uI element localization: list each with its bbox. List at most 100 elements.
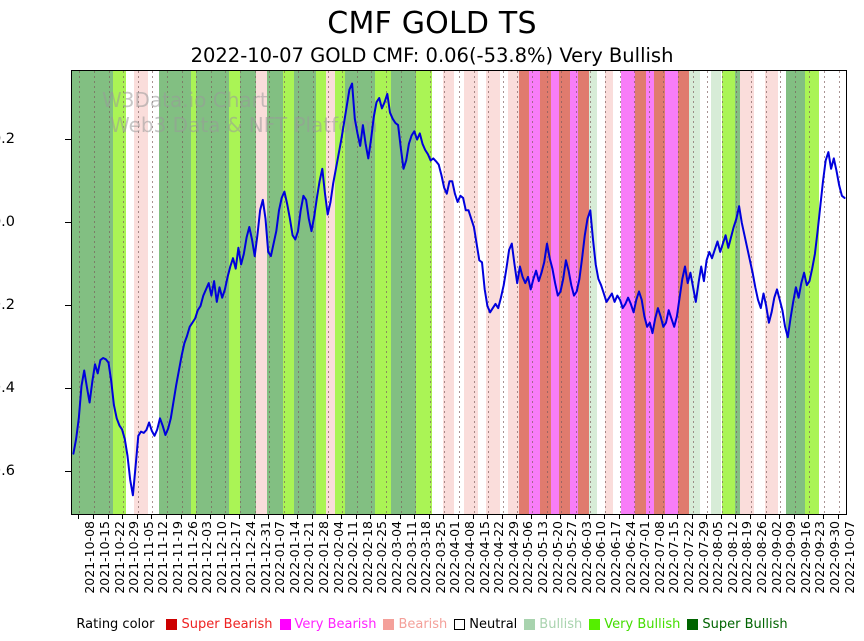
legend-item[interactable]: Super Bullish [687,617,788,632]
x-axis-tick-mark [78,514,79,519]
x-axis-tick-mark [531,514,532,519]
vertical-gridline [532,71,533,514]
rating-band [256,71,267,514]
x-axis-tick-label: 2021-11-05 [141,521,156,594]
legend-swatch-icon [279,618,291,630]
x-axis-tick-label: 2021-11-26 [185,521,200,594]
rating-band [453,71,465,514]
y-axis-tick-label: −0.4 [0,380,15,397]
x-axis-tick-label: 2022-07-15 [666,521,681,594]
legend-item[interactable]: Very Bearish [279,617,376,632]
x-axis-tick-mark [312,514,313,519]
x-axis-tick-label: 2022-04-08 [462,521,477,594]
legend-title: Rating color [76,616,155,632]
x-axis-tick-mark [473,514,474,519]
x-axis-tick-label: 2021-10-29 [126,521,141,594]
x-axis-tick-label: 2022-04-29 [506,521,521,594]
x-axis-tick-label: 2022-05-06 [520,521,535,594]
rating-band [112,71,127,514]
rating-band [266,71,284,514]
vertical-gridline [94,71,95,514]
y-axis-tick-label: −0.2 [0,297,15,314]
vertical-gridline [109,71,110,514]
rating-band [540,71,551,514]
rating-band [293,71,316,514]
y-axis-tick-mark [65,388,71,390]
x-axis-tick-mark [327,514,328,519]
legend-item[interactable]: Very Bullish [589,617,680,632]
legend-item[interactable]: Bullish [524,617,582,632]
vertical-gridline [313,71,314,514]
rating-band [431,71,443,514]
x-axis-tick-mark [370,514,371,519]
rating-band [764,71,779,514]
x-axis-tick-label: 2022-08-26 [754,521,769,594]
legend-item[interactable]: Bearish [383,617,447,632]
x-axis-tick-label: 2022-03-25 [433,521,448,594]
x-axis-tick-label: 2022-04-15 [477,521,492,594]
x-axis-tick-label: 2022-05-27 [564,521,579,594]
y-axis-tick-mark [65,305,71,307]
vertical-gridline [517,71,518,514]
vertical-gridline [766,71,767,514]
vertical-gridline [605,71,606,514]
vertical-gridline [328,71,329,514]
vertical-gridline [736,71,737,514]
x-axis-tick-mark [239,514,240,519]
x-axis-tick-label: 2022-02-11 [345,521,360,594]
vertical-gridline [430,71,431,514]
legend-swatch-icon [454,618,466,630]
vertical-gridline [809,71,810,514]
x-axis-tick-mark [210,514,211,519]
legend-item-label: Neutral [469,616,518,632]
y-axis-tick-mark [65,221,71,223]
legend-item[interactable]: Neutral [454,617,517,632]
vertical-gridline [182,71,183,514]
legend-item-label: Bullish [539,616,583,632]
rating-band [721,71,736,514]
x-axis-tick-label: 2022-09-23 [812,521,827,594]
x-axis-tick-mark [502,514,503,519]
rating-band [126,71,135,514]
vertical-gridline [123,71,124,514]
rating-band [375,71,392,514]
rating-band [710,71,722,514]
x-axis-tick-label: 2022-01-14 [287,521,302,594]
x-axis-tick-mark [838,514,839,519]
rating-band [415,71,432,514]
x-axis-tick-mark [750,514,751,519]
x-axis-tick-label: 2022-07-01 [637,521,652,594]
rating-band [559,71,570,514]
x-axis-tick-mark [604,514,605,519]
rating-band [315,71,327,514]
legend-item[interactable]: Super Bearish [166,617,273,632]
cmf-line-series [72,82,846,497]
vertical-gridline [474,71,475,514]
x-axis-tick-mark [195,514,196,519]
vertical-gridline [620,71,621,514]
x-axis-tick-mark [721,514,722,519]
rating-band [72,71,113,514]
x-axis-tick-label: 2021-11-19 [170,521,185,594]
vertical-gridline [152,71,153,514]
rating-band [778,71,787,514]
rating-band [735,71,741,514]
rating-band [605,71,614,514]
x-axis-tick-mark [400,514,401,519]
y-axis-tick-label: 0.0 [0,213,15,230]
rating-band [334,71,346,514]
x-axis-tick-label: 2022-07-29 [696,521,711,594]
x-axis-tick-mark [341,514,342,519]
y-axis-tick-mark [65,471,71,473]
vertical-gridline [284,71,285,514]
x-axis-tick-label: 2022-02-25 [374,521,389,594]
x-axis-tick-mark [356,514,357,519]
x-axis-tick-label: 2022-04-22 [491,521,506,594]
x-axis-tick-mark [765,514,766,519]
vertical-gridline [240,71,241,514]
legend-item-label: Very Bullish [604,616,681,632]
x-axis-tick-mark [224,514,225,519]
rating-band [597,71,606,514]
rating-band [664,71,679,514]
x-axis-tick-mark [794,514,795,519]
